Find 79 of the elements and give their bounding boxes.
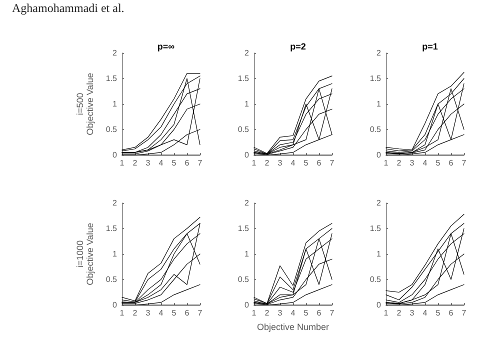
x-tick-label: 2 — [264, 308, 270, 318]
chart-title: p=1 — [422, 42, 438, 52]
x-tick-label: 3 — [410, 158, 415, 168]
y-tick-label: 1.5 — [238, 224, 250, 233]
x-tick-label: 6 — [448, 308, 454, 318]
x-tick-label: 4 — [290, 158, 296, 168]
y-tick-label: 1.5 — [370, 224, 382, 233]
x-tick-label: 2 — [264, 158, 270, 168]
x-tick-label: 4 — [158, 158, 164, 168]
x-tick-label: 5 — [304, 158, 309, 168]
y-tick-label: 0.5 — [370, 275, 382, 284]
y-tick-label: 1 — [112, 250, 118, 258]
y-tick-label: 1 — [244, 100, 250, 108]
y-axis-title: i=1000 Objective Value — [74, 222, 95, 286]
x-tick-label: 2 — [132, 308, 138, 318]
x-tick-label: 3 — [410, 308, 415, 318]
x-tick-label: 3 — [278, 308, 283, 318]
x-tick-label: 5 — [436, 308, 441, 318]
x-tick-label: 5 — [172, 308, 177, 318]
y-tick-label: 2 — [112, 198, 118, 208]
y-tick-label: 0 — [376, 150, 382, 160]
y-tick-label: 1 — [376, 250, 382, 258]
x-tick-label: 1 — [120, 308, 125, 318]
y-tick-label: 0.5 — [106, 125, 118, 134]
y-tick-label: 2 — [376, 198, 382, 208]
y-tick-label: 2 — [244, 198, 250, 208]
x-tick-label: 1 — [120, 158, 125, 168]
x-tick-label: 4 — [158, 308, 164, 318]
x-tick-label: 6 — [184, 308, 190, 318]
y-tick-label: 1.5 — [370, 74, 382, 83]
x-tick-label: 6 — [316, 308, 322, 318]
x-tick-label: 1 — [384, 308, 389, 318]
chart-title: p=∞ — [157, 42, 176, 52]
x-tick-label: 3 — [146, 158, 151, 168]
x-tick-label: 4 — [422, 158, 428, 168]
text: Aghamohammadi et al. — [12, 1, 124, 16]
y-tick-label: 0 — [112, 150, 118, 160]
x-tick-label: 2 — [396, 308, 402, 318]
y-tick-label: 0.5 — [238, 125, 250, 134]
y-axis-title: i=500 Objective Value — [74, 72, 95, 136]
x-tick-label: 4 — [422, 308, 428, 318]
y-tick-label: 1.5 — [106, 74, 118, 83]
chart-title: p=2 — [290, 42, 306, 52]
x-tick-label: 1 — [252, 158, 257, 168]
x-tick-label: 1 — [384, 158, 389, 168]
x-tick-label: 6 — [184, 158, 190, 168]
x-tick-label: 3 — [278, 158, 283, 168]
x-tick-label: 5 — [436, 158, 441, 168]
y-tick-label: 1.5 — [238, 74, 250, 83]
x-axis-title: Objective Number — [256, 322, 330, 332]
x-tick-label: 6 — [316, 158, 322, 168]
x-tick-label: 1 — [252, 308, 257, 318]
x-tick-label: 3 — [146, 308, 151, 318]
x-tick-label: 5 — [304, 308, 309, 318]
x-tick-label: 7 — [462, 158, 467, 168]
x-tick-label: 5 — [172, 158, 177, 168]
y-tick-label: 1 — [244, 250, 250, 258]
y-tick-label: 1 — [112, 100, 118, 108]
x-tick-label: 4 — [290, 308, 296, 318]
x-tick-label: 6 — [448, 158, 454, 168]
y-tick-label: 1 — [376, 100, 382, 108]
y-tick-label: 2 — [376, 48, 382, 58]
x-tick-label: 7 — [198, 308, 203, 318]
y-tick-label: 0 — [244, 300, 250, 310]
x-tick-label: 2 — [132, 158, 138, 168]
x-tick-label: 7 — [330, 158, 335, 168]
x-tick-label: 7 — [198, 158, 203, 168]
y-tick-label: 0 — [244, 150, 250, 160]
y-tick-label: 2 — [112, 48, 118, 58]
x-tick-label: 7 — [462, 308, 467, 318]
y-tick-label: 0.5 — [370, 125, 382, 134]
y-tick-label: 2 — [244, 48, 250, 58]
x-tick-label: 2 — [396, 158, 402, 168]
x-tick-label: 7 — [330, 308, 335, 318]
y-tick-label: 0 — [376, 300, 382, 310]
y-tick-label: 0 — [112, 300, 118, 310]
y-tick-label: 0.5 — [106, 275, 118, 284]
y-tick-label: 1.5 — [106, 224, 118, 233]
y-tick-label: 0.5 — [238, 275, 250, 284]
